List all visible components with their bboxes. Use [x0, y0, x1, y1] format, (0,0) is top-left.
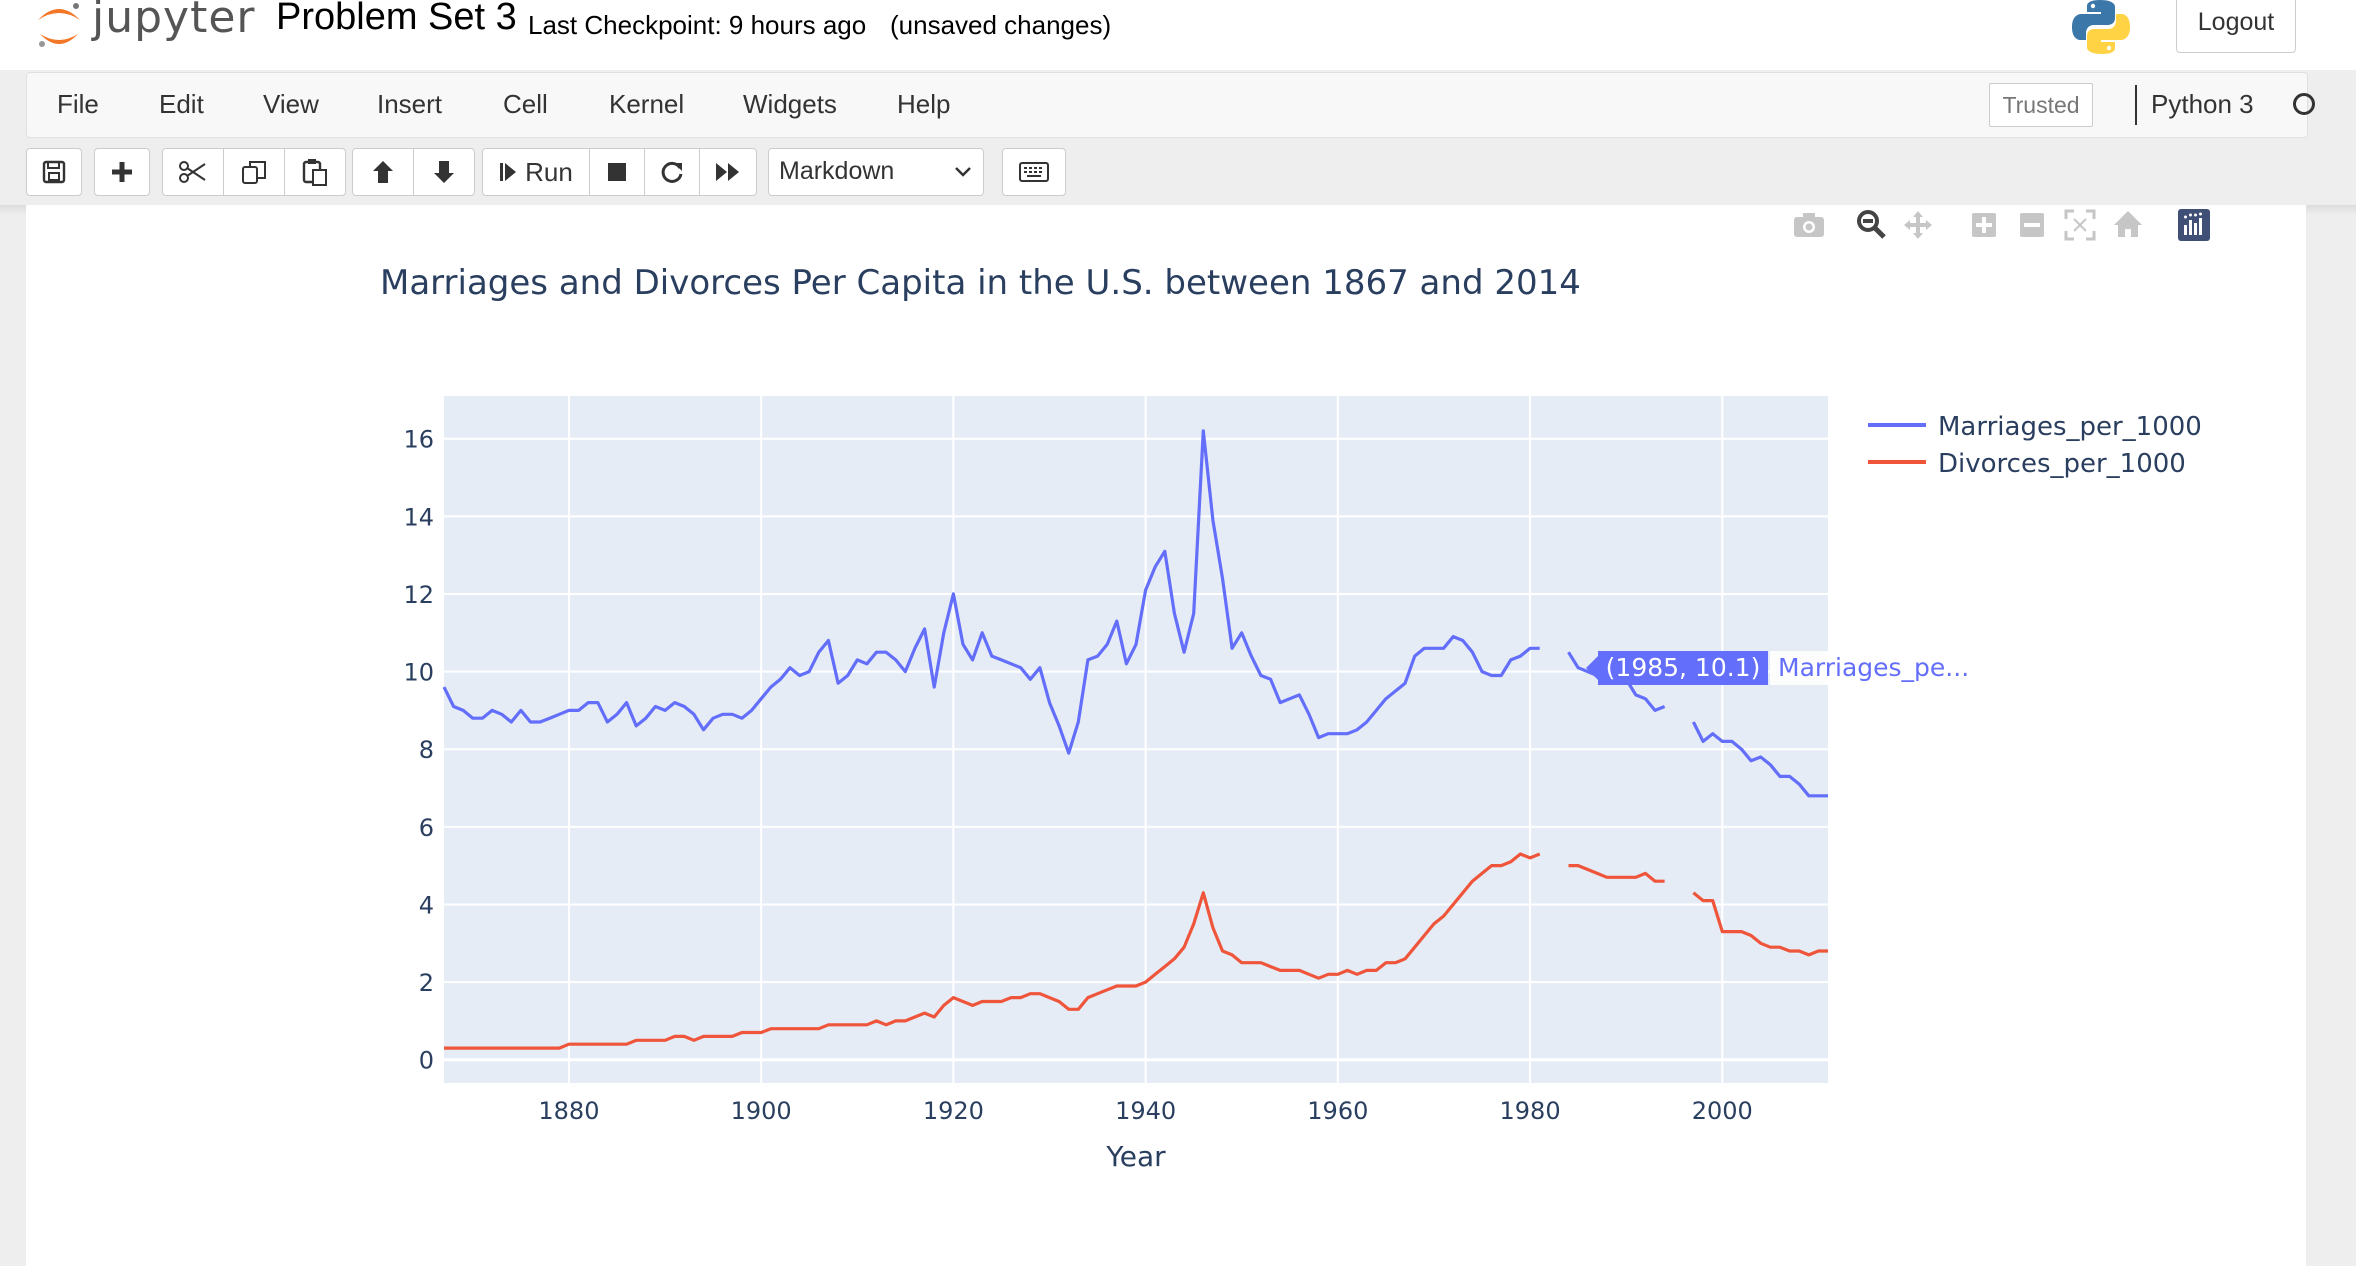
axes: 0 2 4 6 8 10 12 14 16 1880 1900 1920 1940 1960 1980 200…	[403, 426, 1752, 1125]
y-tick-label: 4	[419, 891, 434, 919]
hover-series-label: Marriages_pe...	[1778, 653, 1969, 682]
hover-value-label: (1985, 10.1)	[1606, 653, 1761, 682]
jupyter-logo-icon[interactable]	[34, 0, 84, 50]
move-up-button[interactable]	[352, 148, 414, 196]
menu-insert[interactable]: Insert	[377, 89, 443, 119]
x-tick-label: 1980	[1500, 1097, 1561, 1125]
notebook-page: Marriages and Divorces Per Capita in the…	[26, 205, 2306, 1266]
pan-icon[interactable]	[1904, 211, 1932, 239]
command-palette-button[interactable]	[1002, 148, 1066, 196]
x-tick-label: 1940	[1115, 1097, 1176, 1125]
step-forward-icon	[500, 163, 517, 181]
y-tick-label: 16	[403, 426, 434, 454]
logout-button[interactable]: Logout	[2176, 0, 2296, 53]
restart-run-all-button[interactable]	[699, 148, 757, 196]
plotly-logo-icon[interactable]	[2178, 209, 2210, 241]
menu-cell[interactable]: Cell	[503, 89, 548, 119]
legend-label-divorces[interactable]: Divorces_per_1000	[1938, 449, 2186, 479]
notebook-header: jupyter Problem Set 3 Last Checkpoint: 9…	[0, 0, 2356, 70]
menu-kernel[interactable]: Kernel	[609, 89, 685, 119]
run-button-label: Run	[525, 156, 573, 187]
scissors-icon	[179, 161, 206, 183]
run-button[interactable]: Run	[482, 148, 590, 196]
save-button[interactable]	[26, 148, 82, 196]
y-tick-label: 0	[419, 1047, 434, 1075]
line-chart[interactable]: 0 2 4 6 8 10 12 14 16 1880 1900 1920 1940 1960 1980 200…	[26, 205, 2306, 1266]
menu-edit[interactable]: Edit	[159, 89, 204, 119]
move-down-button[interactable]	[413, 148, 475, 196]
zoom-out-icon[interactable]	[2020, 213, 2044, 237]
y-tick-label: 6	[419, 814, 434, 842]
plus-icon	[112, 162, 132, 182]
autosave-status: (unsaved changes)	[890, 10, 1112, 40]
plot-area	[444, 396, 1828, 1083]
hover-series-box	[1770, 651, 1962, 685]
plotly-modebar	[1794, 209, 2210, 241]
y-tick-label: 8	[419, 736, 434, 764]
paste-button[interactable]	[284, 148, 346, 196]
hover-tooltip-pointer	[1586, 656, 1598, 680]
series-layer	[442, 429, 1828, 1050]
chevron-down-icon	[955, 167, 971, 177]
copy-icon	[242, 161, 266, 184]
x-tick-label: 1880	[538, 1097, 599, 1125]
camera-icon[interactable]	[1794, 213, 1824, 237]
legend-label-marriages[interactable]: Marriages_per_1000	[1938, 412, 2202, 442]
checkpoint-status: Last Checkpoint: 9 hours ago	[528, 10, 867, 40]
cell-type-value: Markdown	[779, 157, 895, 185]
menu-file[interactable]: File	[57, 89, 99, 119]
paste-icon	[302, 159, 327, 186]
x-tick-label: 1900	[731, 1097, 792, 1125]
menubar: File Edit View Insert Cell Kernel Widget…	[26, 72, 2315, 138]
x-tick-label: 1960	[1307, 1097, 1368, 1125]
x-tick-label: 1920	[923, 1097, 984, 1125]
x-axis-title: Year	[1105, 1140, 1166, 1173]
y-tick-label: 10	[403, 659, 434, 687]
arrow-down-icon	[434, 161, 454, 183]
menu-view[interactable]: View	[263, 89, 319, 119]
refresh-icon	[661, 161, 683, 183]
keyboard-icon	[1019, 162, 1049, 182]
interrupt-button[interactable]	[589, 148, 645, 196]
hover-tooltip-box	[1598, 651, 1768, 685]
zoom-icon[interactable]	[1857, 210, 1886, 239]
arrow-up-icon	[373, 161, 393, 183]
y-tick-label: 2	[419, 969, 434, 997]
autoscale-icon[interactable]	[2064, 209, 2096, 241]
insert-cell-button[interactable]	[94, 148, 150, 196]
notebook-title[interactable]: Problem Set 3	[276, 0, 517, 38]
x-tick-label: 2000	[1692, 1097, 1753, 1125]
save-icon	[42, 160, 66, 184]
hover-tooltip: (1985, 10.1) Marriages_pe...	[1586, 651, 1969, 685]
y-tick-label: 14	[403, 503, 434, 531]
menu-widgets[interactable]: Widgets	[743, 89, 837, 119]
fast-forward-icon	[716, 163, 739, 181]
menu-help[interactable]: Help	[897, 89, 951, 119]
copy-button[interactable]	[223, 148, 285, 196]
trusted-indicator[interactable]: Trusted	[1989, 83, 2093, 127]
y-tick-label: 12	[403, 581, 434, 609]
restart-button[interactable]	[644, 148, 700, 196]
reset-axes-home-icon[interactable]	[2114, 211, 2142, 237]
kernel-separator	[2135, 85, 2137, 125]
cell-type-select[interactable]: Markdown	[768, 148, 984, 196]
kernel-idle-icon	[2293, 93, 2315, 115]
kernel-name[interactable]: Python 3	[2151, 89, 2254, 119]
python-kernel-icon	[2072, 0, 2130, 54]
plot-title: Marriages and Divorces Per Capita in the…	[380, 263, 1581, 303]
gridlines	[444, 396, 1828, 1083]
legend: Marriages_per_1000 Divorces_per_1000	[1868, 412, 2202, 479]
series-line-divorces-per-1000[interactable]	[444, 852, 1828, 1050]
zoom-in-icon[interactable]	[1972, 213, 1996, 237]
jupyter-logo-text: jupyter	[92, 0, 256, 43]
cut-button[interactable]	[162, 148, 224, 196]
stop-icon	[608, 163, 626, 181]
